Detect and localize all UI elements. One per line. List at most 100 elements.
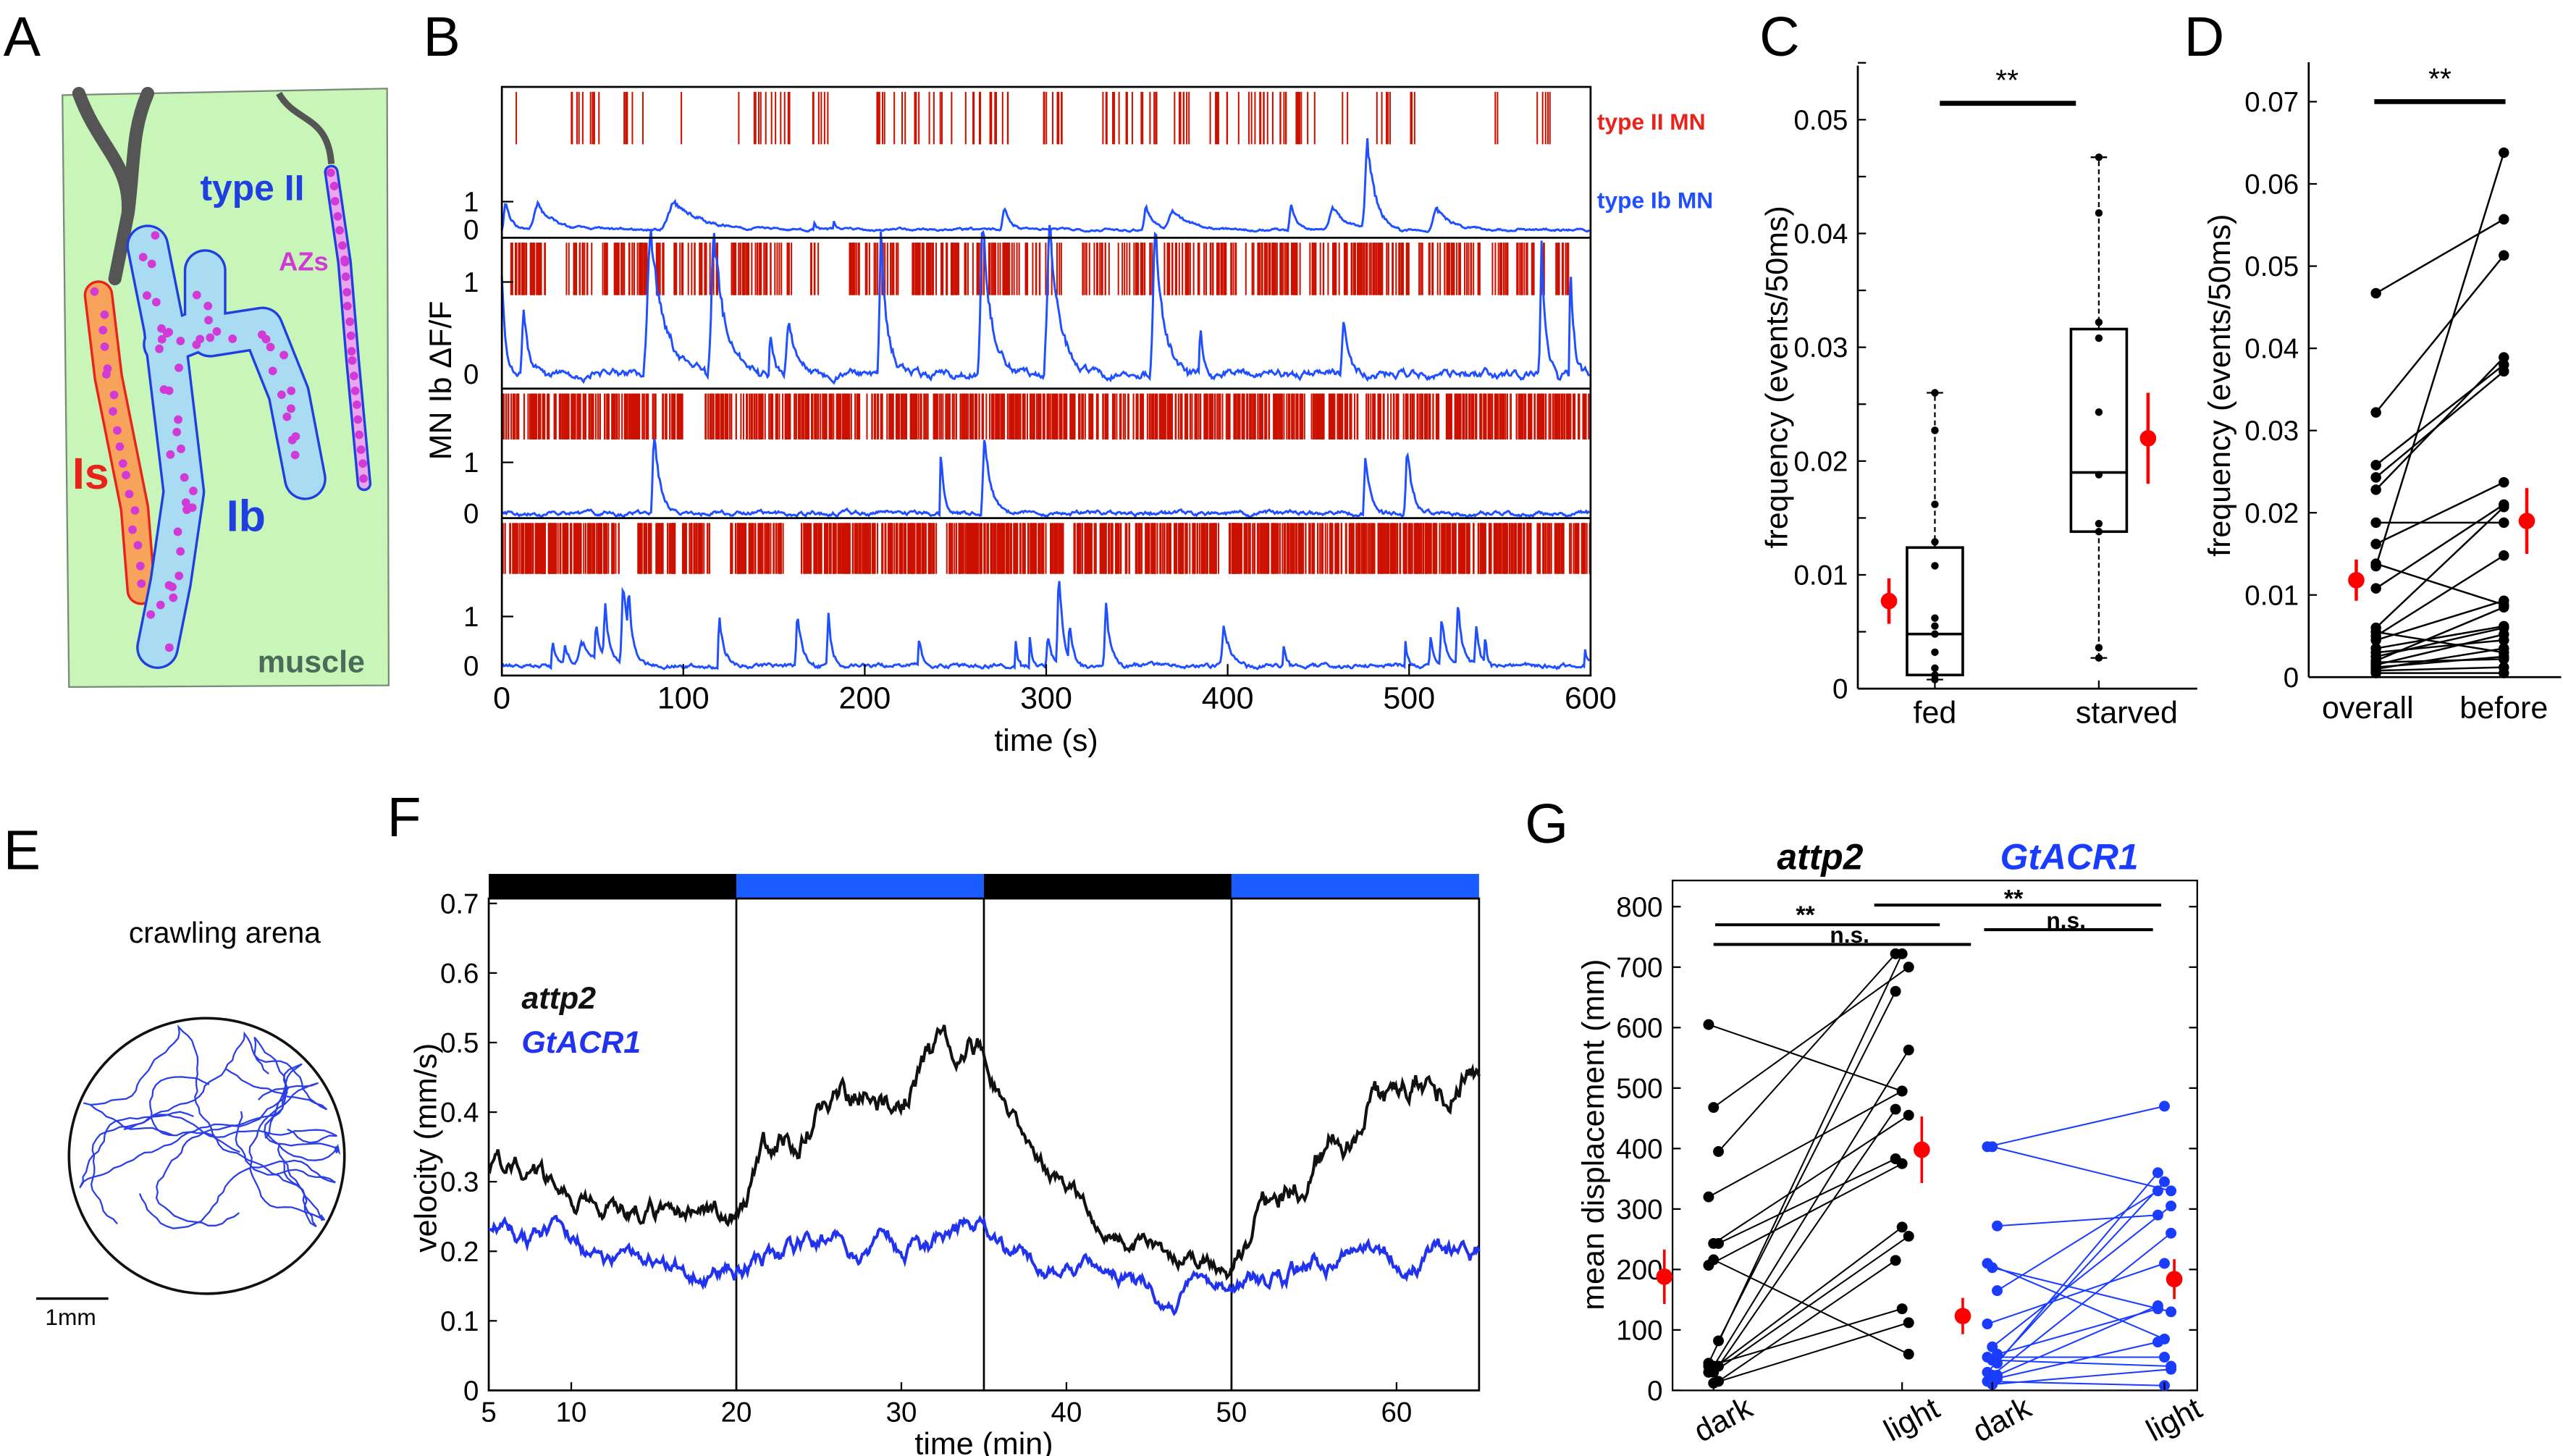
- ib-calcium-trace: [500, 224, 1591, 385]
- active-zone-dot: [181, 498, 190, 507]
- data-point: [1931, 562, 1939, 570]
- f-legend-gtacr1: GtACR1: [521, 1025, 641, 1060]
- ib-calcium-trace: [501, 581, 1591, 670]
- active-zone-dot: [355, 430, 363, 439]
- panel-label-g: G: [1525, 793, 1568, 855]
- pair-line: [1713, 1321, 1909, 1384]
- data-point: [2152, 1185, 2163, 1197]
- data-point: [2095, 318, 2103, 327]
- x-tick-label: 20: [721, 1397, 752, 1428]
- fed-starved-boxplot: 0 0.01 0.02 0.03 0.04 0.05 fed starved frequenc…: [1760, 62, 2197, 731]
- y-tick-label: 0.05: [1794, 105, 1848, 136]
- b-y-axis-label: MN Ib ΔF/F: [424, 300, 458, 460]
- active-zone-dot: [157, 334, 167, 344]
- data-point: [1987, 1141, 1998, 1153]
- active-zone-dot: [90, 287, 99, 296]
- data-point: [1703, 1360, 1714, 1372]
- active-zone-dot: [135, 561, 145, 571]
- y-tick-label: 0.01: [1794, 560, 1848, 592]
- data-point: [2095, 408, 2103, 416]
- velocity-panel: 0 0.1 0.2 0.3 0.4 0.5 0.6 0.7 5 10 20 30 40 50 60 time…: [409, 874, 1481, 1456]
- active-zone-dot: [176, 547, 185, 556]
- data-point: [1931, 622, 1939, 630]
- x-tick-label: light: [2141, 1391, 2208, 1448]
- data-point: [2499, 668, 2509, 678]
- active-zone-dot: [340, 258, 350, 267]
- active-zone-dot: [174, 571, 184, 581]
- active-zone-dot: [287, 435, 297, 445]
- pair-line: [1708, 1024, 1903, 1092]
- light-on-bar: [736, 874, 984, 899]
- data-point: [1896, 948, 1908, 959]
- pair-line: [1987, 1263, 2165, 1340]
- pair-line: [2375, 152, 2505, 567]
- larva-track: [123, 1031, 328, 1130]
- data-point: [1903, 1109, 1914, 1121]
- active-zone-dot: [266, 342, 275, 352]
- active-zone-dot: [195, 334, 205, 344]
- active-zone-dot: [164, 643, 174, 652]
- y-tick-label: 0: [463, 359, 479, 390]
- g-sig-dark-dark: n.s.: [1830, 922, 1869, 948]
- y-tick-label: 0.5: [440, 1028, 479, 1059]
- x-tick-label: fed: [1914, 696, 1957, 731]
- panel-label-c: C: [1759, 6, 1800, 68]
- pair-line: [1713, 1235, 1909, 1373]
- active-zone-dot: [359, 474, 368, 483]
- c-y-axis-label: frequency (events/50ms): [1760, 206, 1795, 548]
- active-zone-dot: [109, 390, 119, 400]
- active-zone-dot: [113, 426, 122, 435]
- data-point: [1987, 1262, 1998, 1274]
- pair-line: [2375, 363, 2505, 466]
- x-tick-label: starved: [2076, 696, 2178, 731]
- y-tick-label: 0: [463, 498, 479, 529]
- pair-line: [1708, 1226, 1903, 1373]
- mean-marker: [1656, 1268, 1673, 1285]
- ib-calcium-trace: [501, 439, 1591, 519]
- active-zone-dot: [228, 334, 237, 343]
- active-zone-dot: [203, 301, 213, 311]
- active-zone-dot: [342, 287, 352, 297]
- pair-line: [1997, 1214, 2158, 1227]
- active-zone-dot: [157, 324, 166, 333]
- x-tick-label: overall: [2322, 691, 2414, 725]
- y-tick-label: 0.6: [440, 958, 479, 989]
- active-zone-dot: [169, 593, 178, 602]
- mean-marker: [2139, 430, 2157, 447]
- active-zone-dot: [98, 326, 108, 334]
- g-frame: [1671, 879, 2198, 1392]
- active-zone-dot: [133, 541, 143, 550]
- pair-line: [1992, 1359, 2171, 1368]
- data-point: [2095, 644, 2103, 652]
- y-tick-label: 0: [463, 215, 479, 246]
- y-tick-label: 600: [1616, 1013, 1662, 1044]
- data-point: [1931, 676, 1939, 683]
- active-zone-dot: [172, 427, 182, 437]
- pair-line: [1717, 1108, 1896, 1367]
- data-point: [2499, 550, 2509, 561]
- y-tick-label: 800: [1616, 892, 1662, 923]
- data-point: [1931, 426, 1939, 434]
- y-tick-label: 1: [463, 267, 479, 298]
- active-zone-dot: [277, 390, 286, 400]
- y-tick-label: 1: [463, 447, 479, 479]
- active-zone-dot: [287, 386, 296, 395]
- velocity-trace-attp2: [487, 1024, 1481, 1282]
- y-tick-label: 0: [1832, 674, 1848, 705]
- mean-marker: [1880, 592, 1898, 610]
- data-point: [2499, 651, 2509, 662]
- pair-line: [2375, 647, 2504, 670]
- label-azs: AZs: [279, 247, 328, 277]
- active-zone-dot: [287, 404, 295, 413]
- panel-label-b: B: [423, 6, 460, 68]
- data-point: [1890, 1255, 1901, 1266]
- active-zone-dot: [118, 459, 127, 468]
- pair-line: [2375, 639, 2504, 654]
- y-tick-label: 0.05: [2244, 251, 2299, 282]
- active-zone-dot: [350, 386, 360, 395]
- pair-line: [2375, 218, 2504, 295]
- x-tick-label: 200: [839, 681, 891, 715]
- active-zone-dot: [182, 505, 191, 514]
